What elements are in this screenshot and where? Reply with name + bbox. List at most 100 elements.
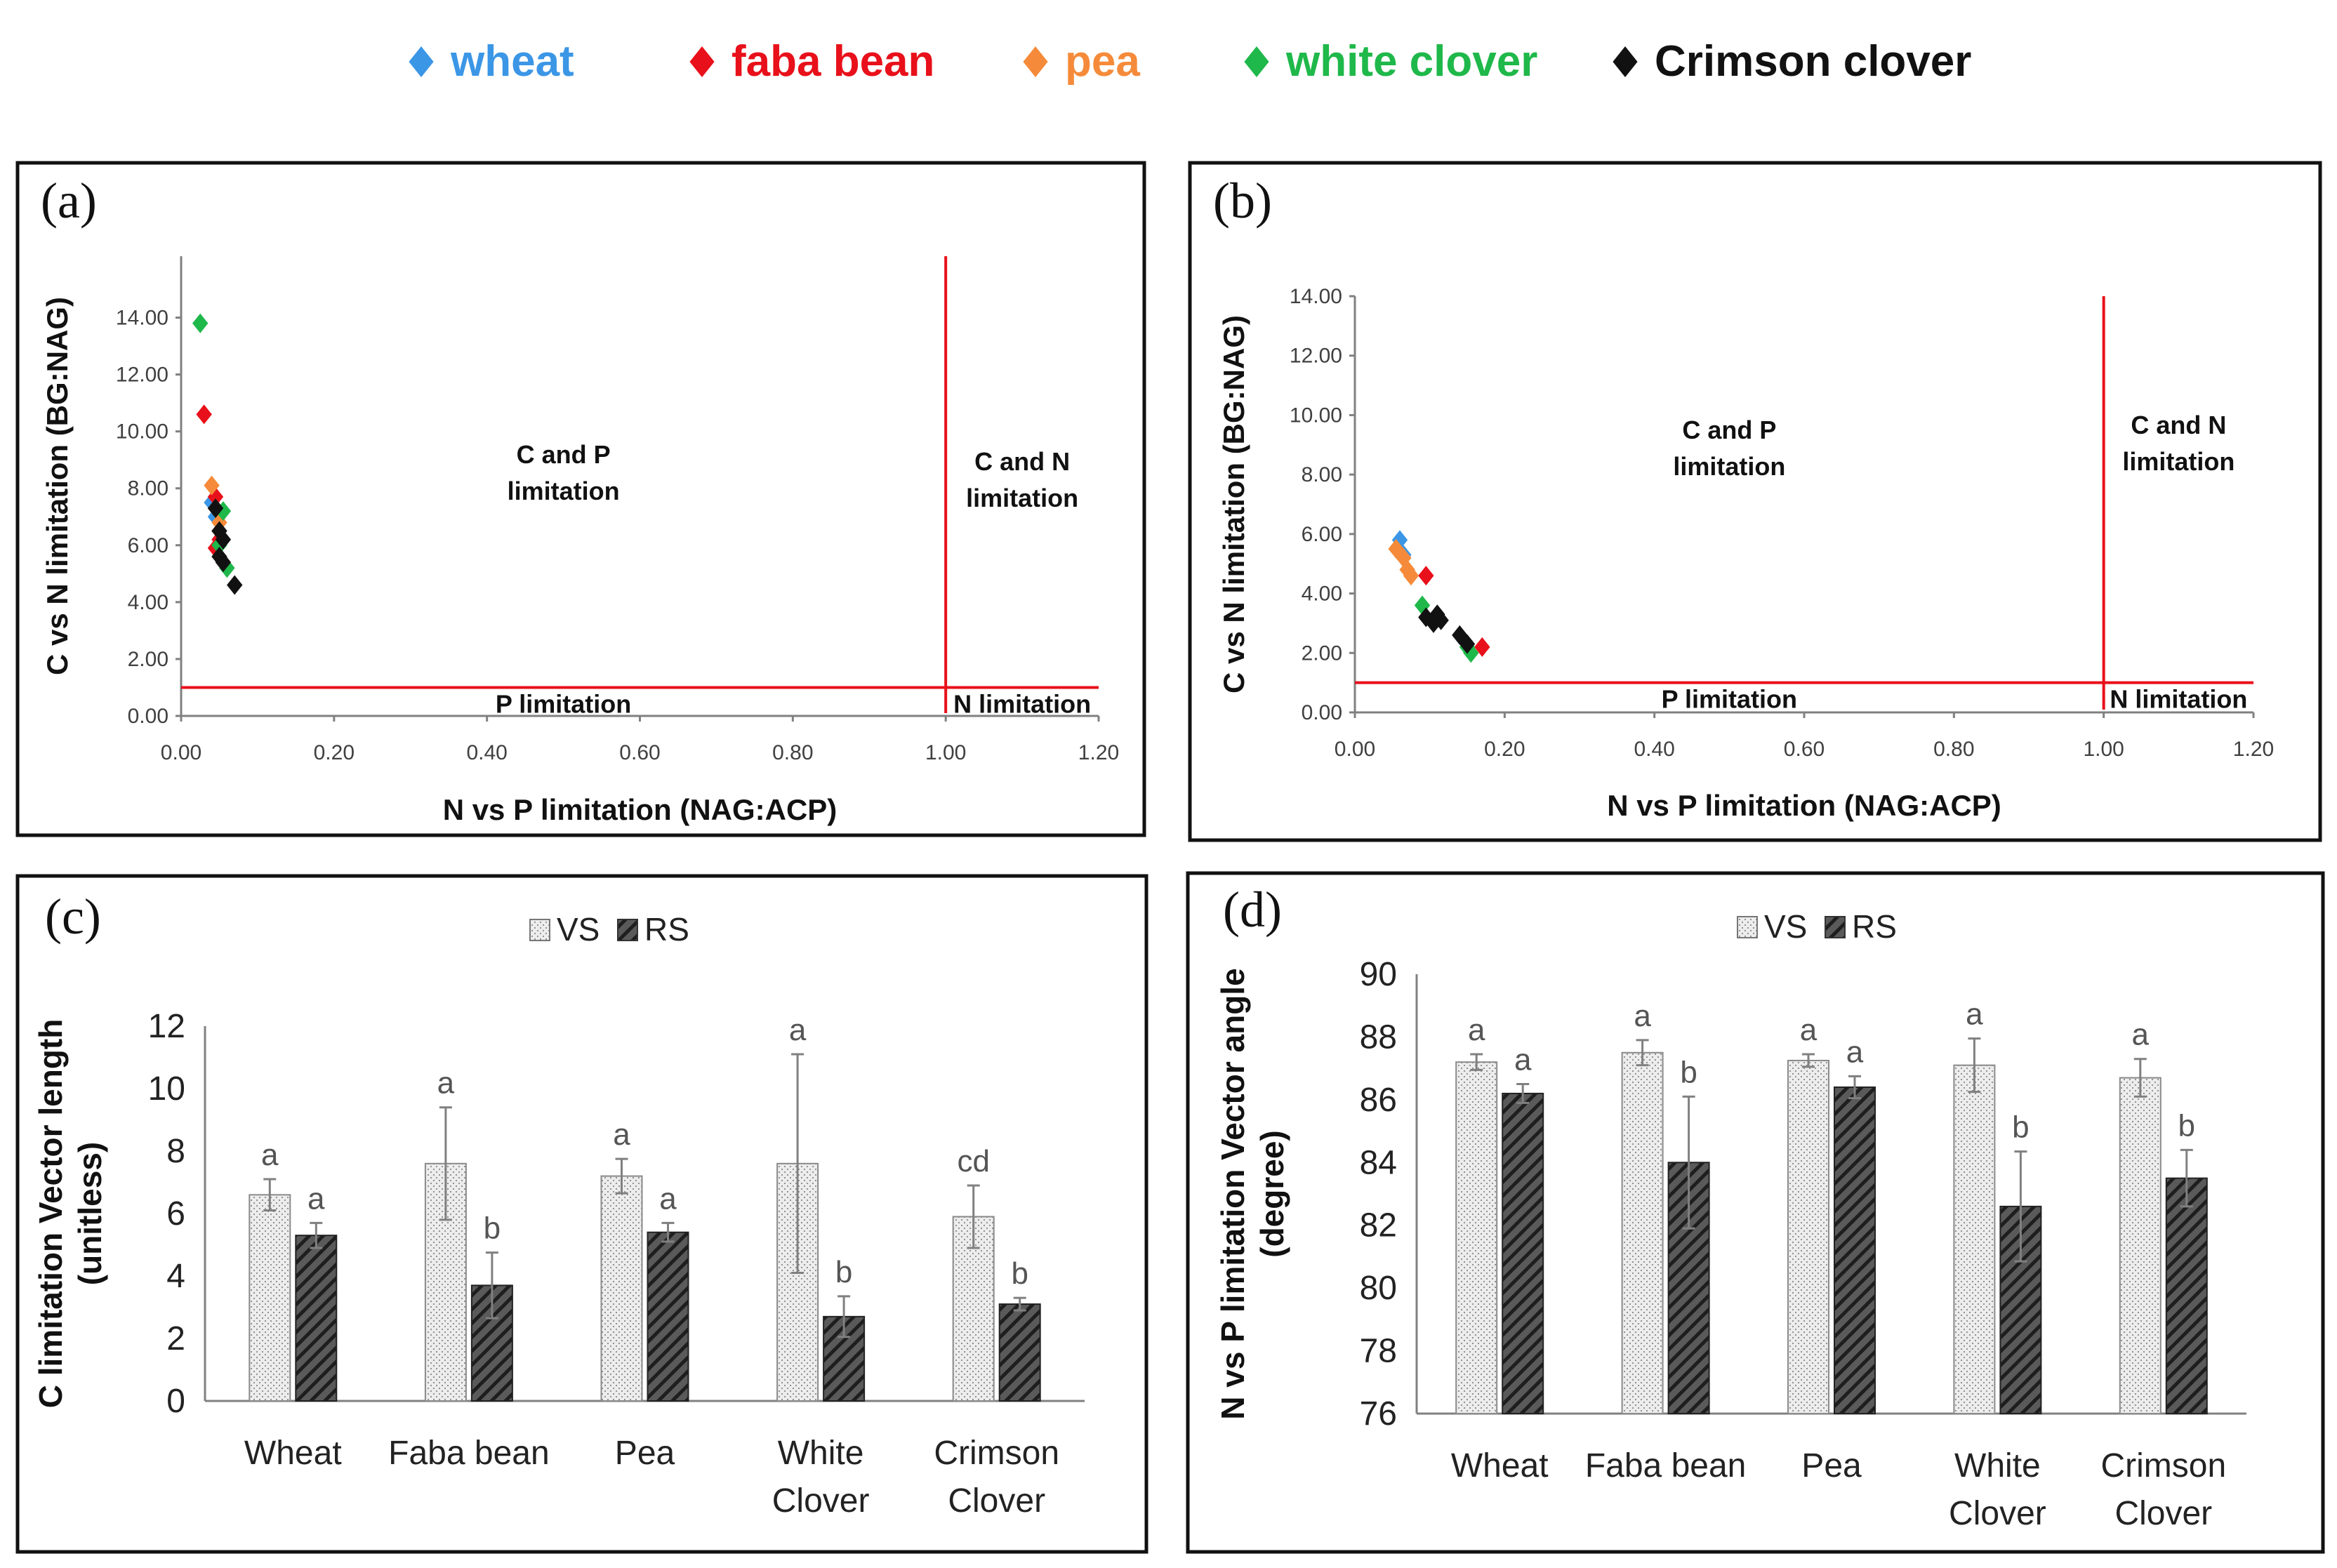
significance-label: a bbox=[307, 1181, 325, 1216]
bar-legend-d: VS RS bbox=[1737, 908, 1897, 945]
significance-label: a bbox=[1468, 1013, 1485, 1047]
y-tick-label: 0.00 bbox=[1302, 701, 1342, 724]
point-pea bbox=[204, 475, 220, 496]
legend-label-vs: VS bbox=[1764, 908, 1807, 945]
significance-label: b bbox=[835, 1255, 852, 1289]
x-tick-label: 0.00 bbox=[161, 741, 201, 764]
panel-letter-c: (c) bbox=[45, 889, 101, 945]
y-tick-label: 2.00 bbox=[128, 648, 168, 671]
bar-rs-wheat bbox=[1502, 1092, 1544, 1415]
bar-rs-pea bbox=[1834, 1086, 1876, 1414]
bar-rs-wheat bbox=[295, 1235, 338, 1402]
category-label-crimson-clover: Crimson bbox=[2100, 1447, 2226, 1484]
y-tick-label: 8.00 bbox=[128, 477, 168, 500]
y-tick-label: 10.00 bbox=[116, 420, 168, 444]
y-tick-label: 82 bbox=[1360, 1207, 1397, 1244]
category-label-wheat: Wheat bbox=[1451, 1447, 1549, 1484]
y-tick-label: 0.00 bbox=[128, 705, 168, 728]
x-tick-label: 0.40 bbox=[1634, 738, 1674, 761]
y-tick-label: 86 bbox=[1360, 1082, 1397, 1119]
point-pea bbox=[1388, 539, 1404, 559]
panel-letter-d: (d) bbox=[1223, 882, 1282, 938]
y-axis-title-a: C vs N limitation (BG:NAG) bbox=[41, 297, 74, 675]
legend-marker-pea bbox=[1023, 46, 1048, 77]
category-label-white-clover-line2: Clover bbox=[772, 1482, 870, 1520]
bar-rs-pea bbox=[647, 1231, 689, 1402]
point-faba-bean bbox=[1418, 566, 1434, 586]
legend-item-crimson-clover: Crimson clover bbox=[1613, 37, 1971, 86]
bar-vs-white-clover bbox=[1953, 1064, 1996, 1414]
point-crimson-clover bbox=[1459, 634, 1476, 654]
bar-vs-pea bbox=[600, 1175, 643, 1402]
x-tick-label: 1.20 bbox=[1078, 741, 1119, 764]
significance-label: a bbox=[1514, 1043, 1532, 1077]
x-tick-label: 1.00 bbox=[2083, 738, 2124, 761]
region-label-cn-line1: C and N bbox=[2131, 411, 2226, 439]
panel-a-frame bbox=[15, 161, 1146, 837]
legend-swatch-rs bbox=[1825, 916, 1846, 938]
bar-legend-c: VS RS bbox=[529, 911, 689, 948]
significance-label: a bbox=[789, 1013, 807, 1047]
significance-label: cd bbox=[957, 1144, 989, 1178]
y-tick-label: 4.00 bbox=[1302, 583, 1342, 606]
category-label-crimson-clover: Crimson bbox=[934, 1435, 1059, 1472]
bar-rs-crimson-clover bbox=[2165, 1177, 2208, 1414]
top-legend: wheat faba bean pea white clover Crimson clo… bbox=[409, 37, 1971, 86]
bar-vs-pea bbox=[1787, 1059, 1829, 1414]
legend-marker-crimson-clover bbox=[1613, 46, 1638, 77]
x-tick-label: 0.80 bbox=[1933, 738, 1974, 761]
y-axis-title-line1-c: C limitation Vector length bbox=[32, 1019, 69, 1409]
region-label-cp-line1: C and P bbox=[517, 440, 611, 469]
region-label-cn-line2: limitation bbox=[966, 484, 1078, 512]
category-label-faba-bean: Faba bean bbox=[388, 1435, 550, 1472]
point-pea bbox=[1403, 566, 1419, 586]
x-tick-label: 0.00 bbox=[1335, 738, 1375, 761]
y-tick-label: 14.00 bbox=[116, 307, 168, 330]
point-pea bbox=[1399, 559, 1415, 580]
panel-b: (b) 0.00 2.00 4.00 6.00 8.00 10.00 12.00 14.00 0.… bbox=[1213, 173, 2274, 822]
point-white-clover bbox=[192, 313, 208, 333]
y-tick-label: 2 bbox=[166, 1320, 185, 1357]
panel-a: (a) 0.00 2.00 4.00 6.00 8.00 10.00 12.00 14.00 0.… bbox=[41, 173, 1119, 826]
legend-label-faba-bean: faba bean bbox=[731, 37, 934, 86]
x-tick-label: 0.60 bbox=[1784, 738, 1825, 761]
significance-label: a bbox=[261, 1138, 279, 1172]
y-tick-label: 4 bbox=[166, 1258, 185, 1295]
y-tick-label: 84 bbox=[1360, 1144, 1397, 1181]
significance-label: a bbox=[659, 1181, 677, 1216]
point-crimson-clover bbox=[227, 575, 243, 595]
y-axis-title-line2-d: (degree) bbox=[1254, 1130, 1290, 1257]
y-tick-label: 2.00 bbox=[1302, 642, 1342, 665]
x-axis-title-b: N vs P limitation (NAG:ACP) bbox=[1607, 789, 2001, 822]
y-axis-title-b: C vs N limitation (BG:NAG) bbox=[1217, 315, 1250, 693]
y-tick-label: 0 bbox=[166, 1383, 185, 1420]
legend-label-rs: RS bbox=[644, 911, 689, 948]
y-axis-title-line2-c: (unitless) bbox=[72, 1142, 108, 1285]
y-tick-label: 10 bbox=[148, 1070, 185, 1108]
region-label-cp-line2: limitation bbox=[508, 477, 620, 505]
y-tick-label: 6.00 bbox=[128, 534, 168, 557]
legend-item-wheat: wheat bbox=[409, 37, 574, 86]
region-label-cn-line1: C and N bbox=[974, 447, 1070, 476]
point-crimson-clover bbox=[207, 498, 224, 519]
y-tick-label: 88 bbox=[1360, 1018, 1397, 1056]
legend-swatch-vs bbox=[1737, 916, 1758, 938]
y-tick-label: 4.00 bbox=[128, 591, 168, 614]
legend-item-white-clover: white clover bbox=[1244, 37, 1537, 86]
region-label-p: P limitation bbox=[496, 689, 631, 718]
point-faba-bean bbox=[1474, 637, 1490, 657]
legend-label-pea: pea bbox=[1065, 37, 1140, 86]
category-label-crimson-clover-line2: Clover bbox=[2114, 1495, 2212, 1532]
legend-item-faba-bean: faba bean bbox=[689, 37, 934, 86]
panel-letter-a: (a) bbox=[41, 173, 97, 229]
bar-vs-faba-bean bbox=[1621, 1051, 1664, 1415]
legend-label-vs: VS bbox=[557, 911, 600, 948]
bar-vs-crimson-clover bbox=[2119, 1077, 2161, 1414]
y-tick-label: 8.00 bbox=[1302, 463, 1342, 486]
y-tick-label: 6.00 bbox=[1302, 523, 1342, 546]
region-label-n: N limitation bbox=[2110, 685, 2247, 714]
category-label-white-clover: White bbox=[778, 1435, 864, 1472]
legend-marker-wheat bbox=[409, 46, 434, 77]
y-tick-label: 78 bbox=[1360, 1333, 1397, 1370]
